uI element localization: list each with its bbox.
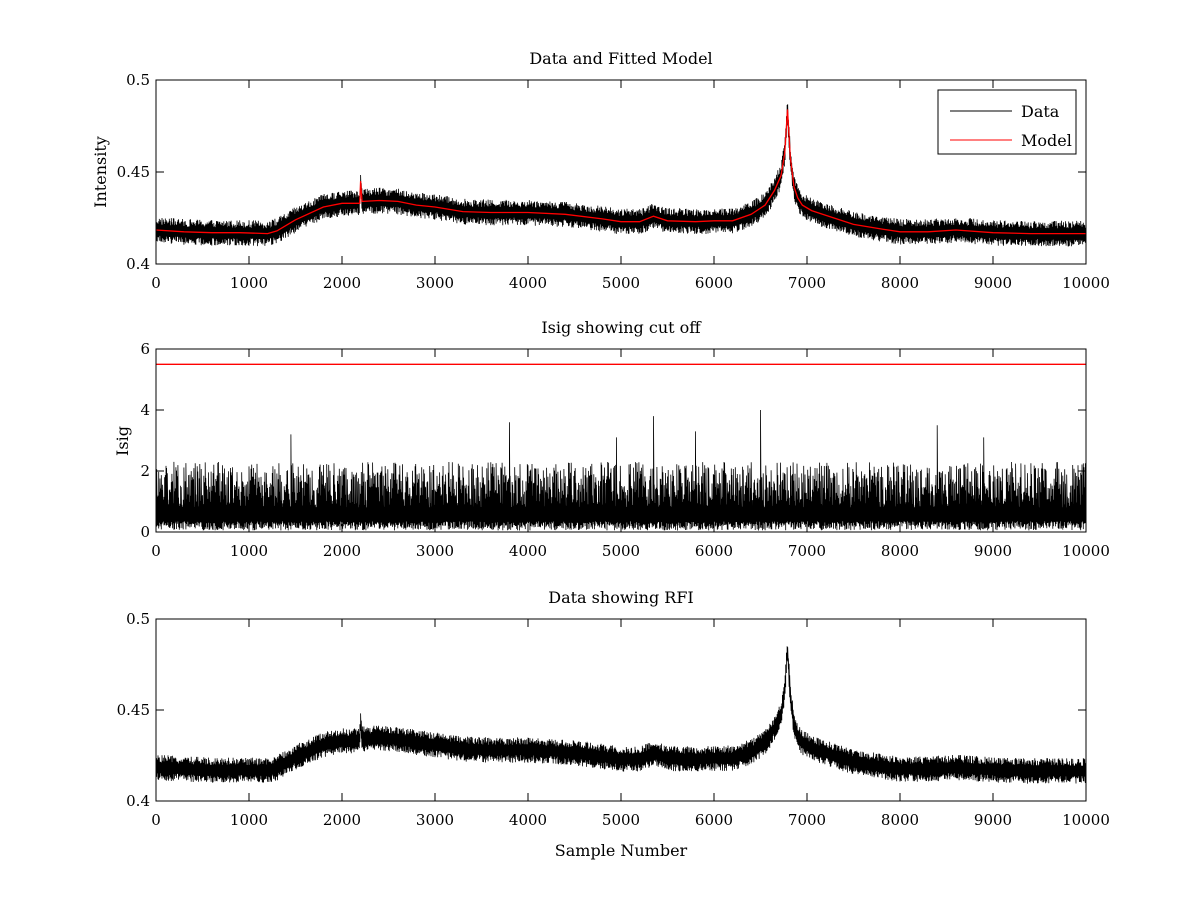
x-tick-label: 7000 <box>788 274 826 292</box>
y-tick-label: 0 <box>140 523 150 541</box>
x-tick-label: 5000 <box>602 274 640 292</box>
legend-label-model: Model <box>1021 131 1072 150</box>
x-tick-label: 6000 <box>695 274 733 292</box>
series-line <box>155 409 1087 531</box>
panel-isig-showing-cut-off: Isig showing cut off 0 1000 2000 3000 4000 50… <box>113 318 1110 560</box>
x-tick-label: 0 <box>151 811 161 829</box>
x-tick-label: 2000 <box>323 274 361 292</box>
legend: Data Model <box>937 89 1077 155</box>
panel-data-showing-rfi: Data showing RFI 0 1000 2000 3000 4000 5000 60… <box>117 588 1110 860</box>
y-tick-label: 4 <box>140 401 150 419</box>
x-tick-label: 6000 <box>695 542 733 560</box>
x-tick-label: 4000 <box>509 811 547 829</box>
panel-3-ticks: 0 1000 2000 3000 4000 5000 6000 7000 8000 9000 100… <box>117 610 1110 829</box>
x-tick-label: 7000 <box>788 811 826 829</box>
panel-2-series <box>155 363 1087 531</box>
x-tick-label: 0 <box>151 542 161 560</box>
legend-box <box>937 89 1077 155</box>
x-tick-label: 9000 <box>974 542 1012 560</box>
panel-1-ylabel: Intensity <box>91 136 110 208</box>
x-tick-label: 9000 <box>974 274 1012 292</box>
series-line <box>155 646 1087 784</box>
x-tick-label: 9000 <box>974 811 1012 829</box>
x-tick-label: 4000 <box>509 542 547 560</box>
x-tick-label: 2000 <box>323 811 361 829</box>
x-tick-label: 2000 <box>323 542 361 560</box>
x-tick-label: 1000 <box>230 811 268 829</box>
y-tick-label: 2 <box>140 462 150 480</box>
y-tick-label: 0.45 <box>117 701 150 719</box>
panel-2-ylabel: Isig <box>113 426 132 456</box>
panel-3-series <box>155 646 1087 784</box>
x-tick-label: 4000 <box>509 274 547 292</box>
x-tick-label: 3000 <box>416 542 454 560</box>
y-tick-label: 6 <box>140 340 150 358</box>
panel-data-and-fitted-model: Data and Fitted Model 0 1000 2000 3000 4000 5… <box>91 49 1110 292</box>
x-tick-label: 3000 <box>416 811 454 829</box>
panel-2-title: Isig showing cut off <box>541 318 702 337</box>
x-tick-label: 10000 <box>1062 274 1110 292</box>
panel-1-ticks: 0 1000 2000 3000 4000 5000 6000 7000 8000 9000 100… <box>117 71 1110 292</box>
panel-1-series <box>155 104 1087 247</box>
x-tick-label: 6000 <box>695 811 733 829</box>
panel-1-title: Data and Fitted Model <box>529 49 712 68</box>
y-tick-label: 0.4 <box>126 792 150 810</box>
y-tick-label: 0.5 <box>126 71 150 89</box>
x-tick-label: 10000 <box>1062 811 1110 829</box>
x-tick-label: 0 <box>151 274 161 292</box>
x-tick-label: 8000 <box>881 811 919 829</box>
x-tick-label: 10000 <box>1062 542 1110 560</box>
panel-3-xlabel: Sample Number <box>555 841 688 860</box>
x-tick-label: 1000 <box>230 274 268 292</box>
y-tick-label: 0.45 <box>117 163 150 181</box>
x-tick-label: 8000 <box>881 542 919 560</box>
y-tick-label: 0.5 <box>126 610 150 628</box>
legend-label-data: Data <box>1021 102 1060 121</box>
panel-2-ticks: 0 1000 2000 3000 4000 5000 6000 7000 8000 9000 100… <box>140 340 1109 560</box>
x-tick-label: 3000 <box>416 274 454 292</box>
x-tick-label: 8000 <box>881 274 919 292</box>
x-tick-label: 5000 <box>602 811 640 829</box>
x-tick-label: 5000 <box>602 542 640 560</box>
panel-3-title: Data showing RFI <box>548 588 693 607</box>
y-tick-label: 0.4 <box>126 255 150 273</box>
model-line <box>155 109 1086 235</box>
x-tick-label: 7000 <box>788 542 826 560</box>
x-tick-label: 1000 <box>230 542 268 560</box>
